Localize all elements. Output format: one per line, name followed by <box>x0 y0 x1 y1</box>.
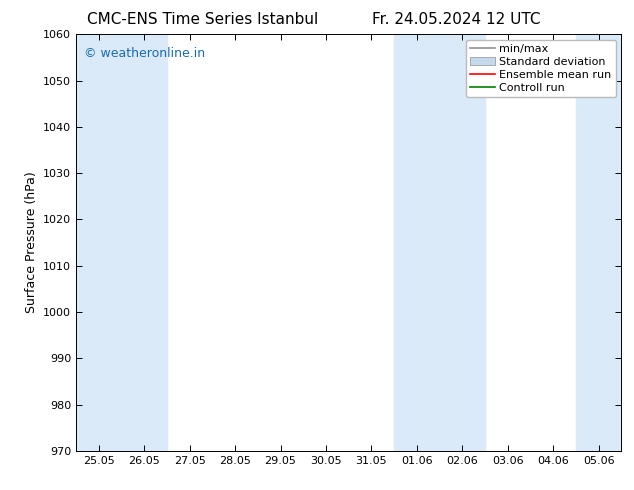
Bar <box>122 34 167 451</box>
Bar <box>394 34 439 451</box>
Text: CMC-ENS Time Series Istanbul: CMC-ENS Time Series Istanbul <box>87 12 318 27</box>
Y-axis label: Surface Pressure (hPa): Surface Pressure (hPa) <box>25 172 37 314</box>
Bar <box>76 34 122 451</box>
Legend: min/max, Standard deviation, Ensemble mean run, Controll run: min/max, Standard deviation, Ensemble me… <box>466 40 616 97</box>
Text: © weatheronline.in: © weatheronline.in <box>84 47 205 60</box>
Text: Fr. 24.05.2024 12 UTC: Fr. 24.05.2024 12 UTC <box>372 12 541 27</box>
Bar <box>576 34 621 451</box>
Bar <box>439 34 485 451</box>
